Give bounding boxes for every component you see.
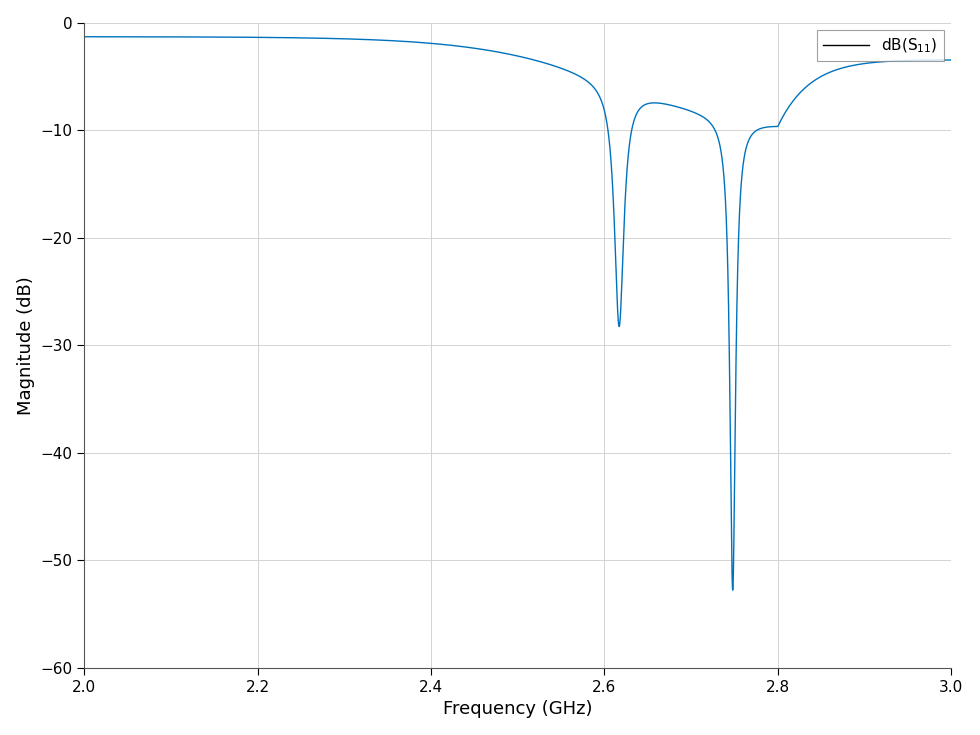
Legend: dB(S$_{11}$): dB(S$_{11}$): [816, 30, 944, 61]
X-axis label: Frequency (GHz): Frequency (GHz): [443, 700, 593, 718]
Y-axis label: Magnitude (dB): Magnitude (dB): [17, 276, 34, 415]
